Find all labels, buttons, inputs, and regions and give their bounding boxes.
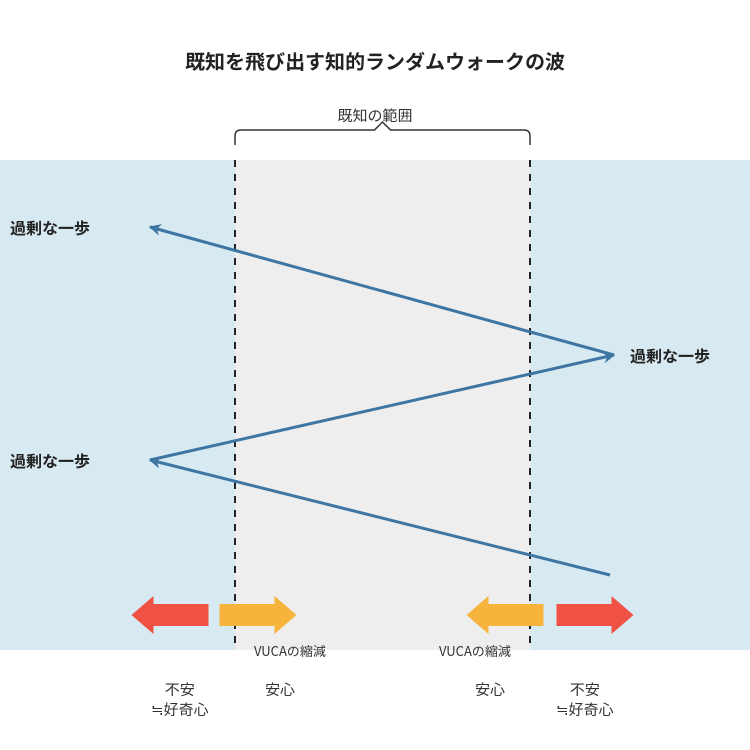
diagram-root: 既知を飛び出す知的ランダムウォークの波既知の範囲過剰な一歩過剰な一歩過剰な一歩V… — [0, 0, 750, 750]
bottom-label: 不安≒好奇心 — [151, 680, 209, 721]
walk-step-label: 過剰な一歩 — [630, 343, 710, 367]
bottom-label: 安心 — [265, 680, 295, 700]
diagram-title: 既知を飛び出す知的ランダムウォークの波 — [185, 46, 565, 75]
bottom-label: 不安≒好奇心 — [556, 680, 614, 721]
inner-band — [235, 160, 530, 650]
vuca-label: VUCAの縮減 — [439, 641, 511, 660]
vuca-label: VUCAの縮減 — [254, 641, 326, 660]
walk-step-label: 過剰な一歩 — [10, 215, 90, 239]
walk-step-label: 過剰な一歩 — [10, 448, 90, 472]
bottom-label: 安心 — [475, 680, 505, 700]
bracket-label: 既知の範囲 — [338, 105, 413, 126]
